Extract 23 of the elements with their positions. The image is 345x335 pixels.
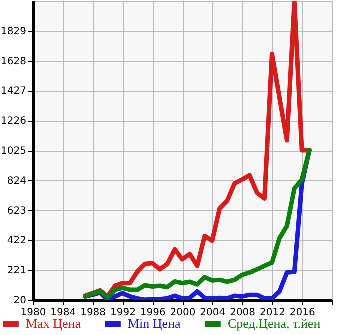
y-tick-label: 20 [14, 296, 26, 306]
legend-label: Сред.Цена, т.йен [228, 316, 321, 331]
x-tick-label: 1996 [140, 308, 166, 318]
y-tick-label: 1226 [1, 116, 26, 128]
x-tick-label: 1980 [20, 308, 46, 318]
y-tick-label: 1025 [1, 146, 26, 157]
x-tick-label: 2000 [170, 308, 196, 318]
y-tick-label: 824 [7, 176, 26, 187]
x-tick-label: 2012 [260, 308, 286, 318]
x-tick-label: 2004 [200, 308, 226, 318]
x-tick-label: 1988 [80, 308, 106, 318]
y-tick-label: 1427 [1, 86, 26, 98]
x-tick-label: 1992 [110, 308, 136, 318]
y-tick-label: 1829 [1, 26, 26, 38]
y-tick-label: 221 [7, 266, 26, 277]
legend-label: Min Цена [128, 316, 182, 331]
y-tick-label: 422 [7, 236, 26, 247]
x-tick-label: 2008 [230, 308, 256, 318]
x-tick-label: 2016 [290, 308, 316, 318]
y-tick-label: 623 [7, 206, 26, 217]
legend-label: Max Цена [26, 316, 82, 331]
y-tick-label: 1628 [1, 56, 26, 68]
x-tick-label: 1984 [50, 308, 76, 318]
